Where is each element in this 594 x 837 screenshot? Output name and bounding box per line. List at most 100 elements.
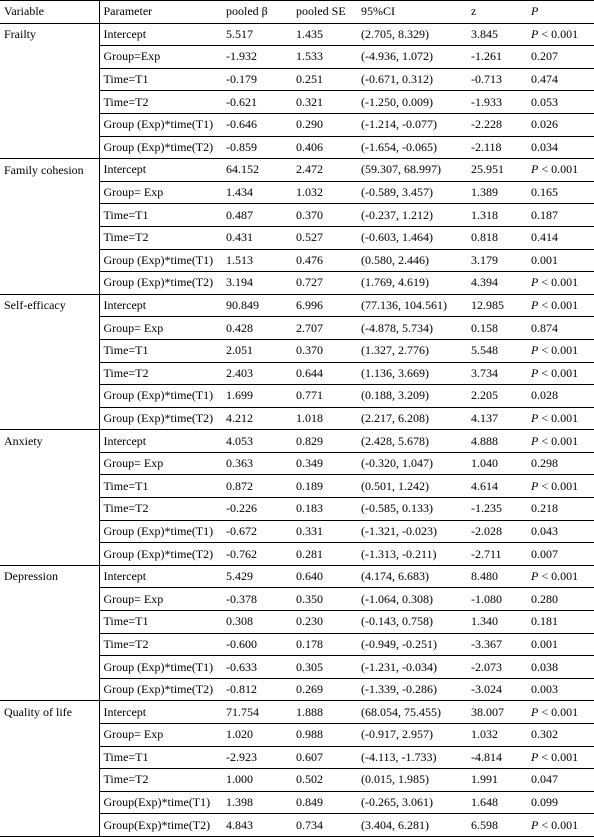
ci-cell: (-0.589, 3.457) — [357, 180, 467, 204]
p-value-cell: 0.181 — [527, 610, 594, 634]
p-value: < 0.001 — [538, 26, 579, 41]
p-value-cell: P < 0.001 — [527, 361, 594, 385]
parameter-cell: Time=T1 — [99, 474, 222, 498]
p-value: < 0.001 — [538, 817, 579, 832]
p-value: 0.187 — [531, 207, 558, 222]
table-row: Group= Exp -0.378 0.350 (-1.064, 0.308) -1.0… — [0, 587, 594, 611]
z-cell: -1.933 — [467, 90, 527, 114]
pooled-beta-cell: -0.762 — [222, 542, 292, 566]
header-variable: Variable — [0, 0, 100, 24]
parameter-cell: Time=T2 — [99, 90, 222, 114]
pooled-beta-cell: -0.646 — [222, 112, 292, 137]
z-cell: 0.158 — [467, 316, 527, 340]
table-row: Group= Exp 1.434 1.032 (-0.589, 3.457) 1.389… — [0, 180, 594, 204]
pooled-se-cell: 0.502 — [292, 768, 357, 792]
pooled-beta-cell: -0.179 — [222, 67, 292, 91]
pooled-se-cell: 6.996 — [296, 298, 323, 313]
pooled-se-cell: 0.189 — [292, 474, 357, 498]
parameter-cell: Group (Exp)*time(T2) — [99, 677, 222, 701]
z-cell: 12.985 — [471, 298, 504, 313]
header-z: z — [471, 4, 477, 19]
variable-cell-empty — [0, 45, 100, 69]
table-row: Group (Exp)*time(T1) 1.699 0.771 (0.188, 3.… — [0, 384, 594, 408]
p-value: < 0.001 — [538, 275, 579, 290]
ci-cell: (2.705, 8.329) — [361, 26, 429, 41]
ci-cell: (-1.231, -0.034) — [357, 655, 467, 679]
parameter-cell: Time=T1 — [99, 67, 222, 91]
table-row: Group (Exp)*time(T1) -0.646 0.290 (-1.214, … — [0, 112, 594, 137]
variable-label: Anxiety — [0, 429, 100, 453]
p-value-cell: 0.302 — [527, 723, 594, 747]
table-row: Time=T1 0.487 0.370 (-0.237, 1.212) 1.318 0.1… — [0, 203, 594, 227]
pooled-se-cell: 0.290 — [292, 112, 357, 137]
z-cell: -4.814 — [467, 745, 527, 769]
ci-cell: (-0.671, 0.312) — [357, 67, 467, 91]
z-cell: 1.340 — [467, 610, 527, 634]
z-cell: 4.888 — [471, 433, 498, 448]
parameter-cell: Intercept — [103, 26, 147, 41]
pooled-se-cell: 0.251 — [292, 67, 357, 91]
pooled-beta-cell: 0.308 — [222, 610, 292, 634]
parameter-cell: Group= Exp — [99, 180, 222, 204]
p-value: 0.165 — [531, 185, 558, 200]
variable-cell-empty — [0, 452, 100, 475]
pooled-beta-cell: 1.513 — [222, 248, 292, 272]
header-parameter: Parameter — [103, 4, 153, 19]
variable-cell-empty — [0, 520, 100, 543]
z-cell: 1.648 — [467, 790, 527, 814]
p-symbol: P — [531, 704, 539, 719]
p-value-cell: 0.099 — [527, 790, 594, 814]
pooled-beta-cell: 1.434 — [222, 180, 292, 204]
z-cell: 1.032 — [467, 723, 527, 747]
pooled-se-cell: 0.305 — [292, 655, 357, 679]
pooled-se-cell: 0.321 — [292, 90, 357, 114]
p-value-cell: P < 0.001 — [527, 294, 594, 317]
p-value-cell: 0.187 — [527, 203, 594, 227]
p-value: < 0.001 — [538, 569, 579, 584]
z-cell: -2.073 — [467, 655, 527, 679]
p-symbol: P — [531, 343, 539, 358]
variable-cell-empty — [0, 226, 100, 250]
z-cell: 0.818 — [467, 225, 527, 250]
p-value: < 0.001 — [538, 410, 579, 425]
parameter-cell: Group=Exp — [99, 45, 222, 69]
pooled-se-cell: 0.349 — [292, 451, 357, 475]
table-row: Frailty Intercept 5.517 1.435 (2.705, 8.329)… — [0, 23, 594, 46]
p-symbol: P — [531, 162, 539, 177]
z-cell: -1.235 — [467, 497, 527, 521]
ci-cell: (0.580, 2.446) — [357, 248, 467, 272]
variable-cell-empty — [0, 90, 100, 114]
variable-cell-empty — [0, 610, 100, 634]
p-symbol: P — [531, 26, 539, 41]
pooled-beta-cell: 1.020 — [222, 723, 292, 747]
ci-cell: (-1.214, -0.077) — [357, 112, 467, 137]
variable-cell-empty — [0, 271, 100, 295]
table-row: Quality of life Intercept 71.754 1.888 (68.0… — [0, 700, 594, 724]
p-value: < 0.001 — [538, 704, 579, 719]
header-row: Variable Parameter pooled β pooled SE 95… — [0, 0, 594, 24]
table-row: Group (Exp)*time(T2) -0.859 0.406 (-1.654, … — [0, 135, 594, 159]
z-cell: 1.040 — [467, 451, 527, 475]
parameter-cell: Group (Exp)*time(T2) — [99, 406, 222, 430]
p-value: < 0.001 — [538, 298, 579, 313]
ci-cell: (2.217, 6.208) — [357, 406, 467, 430]
ci-cell: (1.769, 4.619) — [357, 271, 467, 295]
pooled-beta-cell: 0.363 — [222, 451, 292, 475]
pooled-se-cell: 0.370 — [292, 203, 357, 227]
parameter-cell: Time=T1 — [99, 610, 222, 634]
parameter-cell: Group (Exp)*time(T1) — [99, 519, 222, 543]
pooled-beta-cell: 1.699 — [222, 384, 292, 408]
pooled-beta-cell: 1.398 — [222, 790, 292, 814]
pooled-beta-cell: -1.932 — [222, 45, 292, 69]
p-value: 0.181 — [531, 614, 558, 629]
pooled-se-cell: 1.032 — [292, 180, 357, 204]
ci-cell: (-0.265, 3.061) — [357, 790, 467, 814]
p-value: 0.001 — [531, 636, 558, 651]
pooled-beta-cell: -2.923 — [222, 745, 292, 769]
pooled-beta-cell: 71.754 — [226, 704, 259, 719]
p-value-cell: 0.053 — [527, 90, 594, 114]
parameter-cell: Group (Exp)*time(T2) — [99, 542, 222, 566]
parameter-cell: Group= Exp — [99, 723, 222, 747]
pooled-beta-cell: -0.621 — [222, 90, 292, 114]
pooled-se-cell: 0.476 — [292, 248, 357, 272]
